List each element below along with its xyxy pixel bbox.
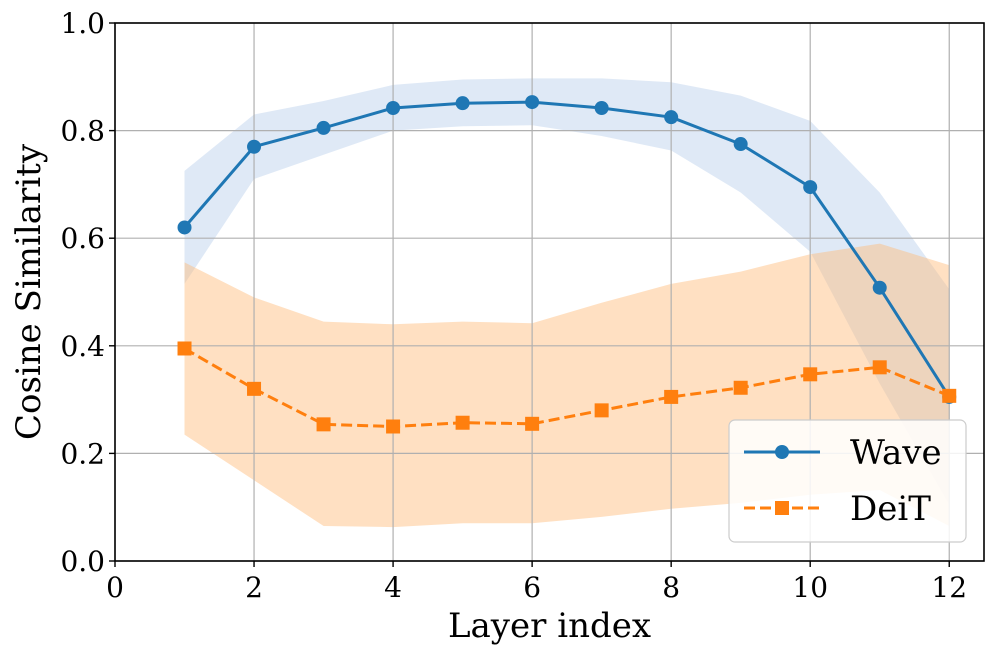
y-tick-label-0.4: 0.4 — [60, 330, 105, 363]
legend-deit-label: DeiT — [850, 489, 931, 529]
deit-point-layer-6 — [525, 416, 540, 431]
deit-point-layer-11 — [872, 360, 887, 375]
legend-wave-marker — [775, 445, 789, 459]
deit-point-layer-9 — [733, 380, 748, 395]
x-tick-label-12: 12 — [931, 571, 967, 604]
wave-point-layer-9 — [733, 137, 748, 152]
x-tick-label-4: 4 — [384, 571, 402, 604]
x-tick-label-2: 2 — [245, 571, 263, 604]
x-tick-label-8: 8 — [662, 571, 680, 604]
wave-point-layer-4 — [386, 101, 401, 116]
line-deit — [183, 347, 950, 428]
y-tick-label-0.6: 0.6 — [60, 222, 105, 255]
legend-wave-label: Wave — [850, 433, 942, 473]
axis-ticks: 0 2 4 6 8 10 12 0.0 0.2 0.4 0.6 0.8 1.0 — [60, 7, 967, 604]
y-tick-label-0.2: 0.2 — [60, 437, 105, 470]
deit-point-layer-1 — [177, 341, 192, 356]
y-tick-label-0.0: 0.0 — [60, 545, 105, 578]
y-tick-label-1.0: 1.0 — [60, 7, 105, 40]
y-tick-label-0.8: 0.8 — [60, 115, 105, 148]
series-markers — [177, 95, 957, 434]
wave-point-layer-11 — [872, 280, 887, 295]
wave-point-layer-1 — [177, 220, 192, 235]
x-axis-title: Layer index — [448, 606, 651, 646]
line-wave — [183, 100, 951, 398]
deit-point-layer-4 — [386, 419, 401, 434]
deit-point-layer-5 — [455, 415, 470, 430]
series-lines — [183, 100, 951, 428]
legend-deit-marker — [775, 501, 789, 515]
plot-frame — [114, 22, 985, 562]
deit-point-layer-10 — [803, 367, 818, 382]
deit-point-layer-12 — [942, 388, 957, 403]
wave-point-layer-2 — [247, 139, 262, 154]
x-tick-label-0: 0 — [106, 571, 124, 604]
wave-point-layer-3 — [316, 120, 331, 135]
wave-point-layer-5 — [455, 96, 470, 111]
deit-point-layer-7 — [594, 403, 609, 418]
x-tick-label-10: 10 — [792, 571, 828, 604]
legend: Wave DeiT — [728, 419, 967, 543]
y-axis-title: Cosine Similarity — [9, 143, 49, 440]
x-tick-label-6: 6 — [523, 571, 541, 604]
band-wave — [184, 78, 950, 505]
wave-point-layer-7 — [594, 101, 609, 116]
wave-point-layer-10 — [803, 180, 818, 195]
deit-point-layer-2 — [247, 381, 262, 396]
wave-point-layer-8 — [664, 110, 679, 125]
deit-point-layer-3 — [316, 417, 331, 432]
wave-point-layer-6 — [525, 95, 540, 110]
deit-point-layer-8 — [664, 389, 679, 404]
